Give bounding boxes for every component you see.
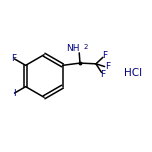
Text: NH: NH <box>66 44 79 54</box>
Text: F: F <box>100 70 105 79</box>
Text: F: F <box>102 51 107 60</box>
Text: HCl: HCl <box>124 68 142 78</box>
Text: 2: 2 <box>83 44 87 50</box>
Text: I: I <box>13 89 15 98</box>
Text: F: F <box>11 54 16 63</box>
Text: F: F <box>105 62 110 71</box>
